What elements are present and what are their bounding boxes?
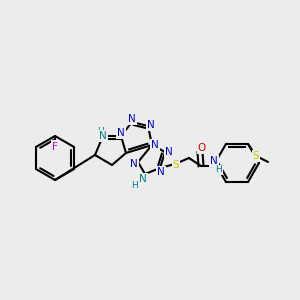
- Text: N: N: [117, 128, 125, 138]
- Text: N: N: [139, 174, 147, 184]
- Text: H: H: [98, 127, 104, 136]
- Text: N: N: [165, 147, 173, 157]
- Text: H: H: [132, 182, 138, 190]
- Text: O: O: [198, 143, 206, 153]
- Text: N: N: [151, 140, 159, 150]
- Text: S: S: [253, 151, 259, 161]
- Text: N: N: [130, 159, 138, 169]
- Text: N: N: [210, 156, 218, 166]
- Text: N: N: [128, 114, 136, 124]
- Text: F: F: [52, 142, 58, 152]
- Text: S: S: [173, 160, 179, 170]
- Text: N: N: [99, 131, 107, 141]
- Text: H: H: [216, 166, 222, 175]
- Text: N: N: [157, 167, 165, 177]
- Text: N: N: [147, 120, 155, 130]
- Text: F: F: [52, 141, 58, 151]
